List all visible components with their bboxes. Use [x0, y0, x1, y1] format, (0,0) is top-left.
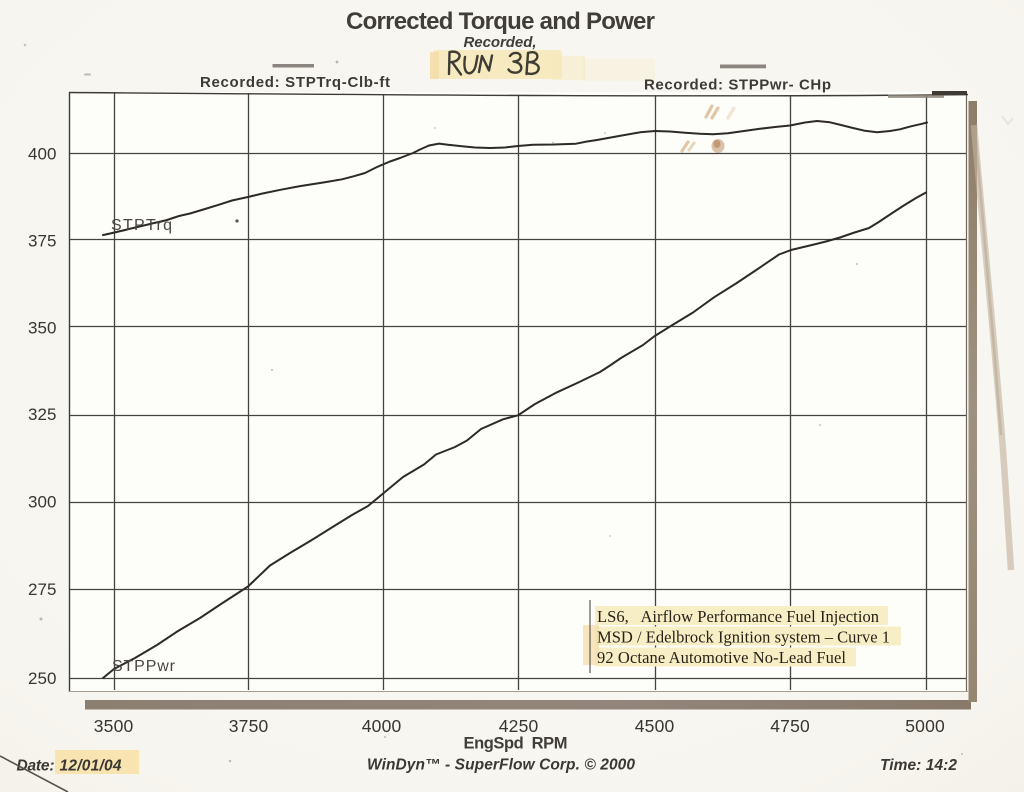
svg-text:LS6, Airflow Performance Fue: LS6, Airflow Performance Fuel Injection	[597, 607, 879, 626]
svg-text:4500: 4500	[635, 716, 675, 736]
svg-text:275: 275	[28, 580, 57, 599]
svg-text:Recorded,: Recorded,	[464, 34, 537, 51]
svg-text:400: 400	[28, 145, 57, 164]
svg-text:5000: 5000	[905, 716, 945, 736]
svg-text:WinDyn™ - SuperFlow Corp. © 20: WinDyn™ - SuperFlow Corp. © 2000	[367, 757, 635, 774]
svg-text:4000: 4000	[362, 716, 402, 736]
svg-text:375: 375	[28, 232, 57, 251]
svg-text:300: 300	[28, 493, 57, 512]
svg-text:Corrected Torque and Power: Corrected Torque and Power	[346, 8, 655, 35]
svg-text:3750: 3750	[229, 716, 269, 736]
svg-text:350: 350	[28, 319, 57, 338]
svg-text:3500: 3500	[94, 716, 134, 736]
svg-text:STPPwr: STPPwr	[112, 658, 176, 675]
svg-text:12/01/04: 12/01/04	[60, 758, 122, 775]
svg-text:MSD / Edelbrock Ignition syste: MSD / Edelbrock Ignition system – Curve …	[597, 628, 890, 647]
svg-text:Recorded: STPPwr- CHp: Recorded: STPPwr- CHp	[644, 77, 831, 94]
svg-text:EngSpd RPM: EngSpd RPM	[464, 735, 568, 753]
svg-text:Date:: Date:	[17, 758, 55, 775]
svg-text:92 Octane Automotive No-Lead F: 92 Octane Automotive No-Lead Fuel	[597, 648, 846, 667]
svg-text:Recorded: STPTrq-Clb-ft: Recorded: STPTrq-Clb-ft	[200, 74, 390, 91]
svg-text:STPTrq: STPTrq	[111, 217, 172, 234]
svg-text:325: 325	[28, 405, 57, 424]
svg-text:4250: 4250	[499, 716, 539, 736]
svg-text:4750: 4750	[770, 716, 810, 736]
svg-text:250: 250	[28, 669, 57, 688]
svg-text:Time: 14:2: Time: 14:2	[880, 757, 957, 774]
